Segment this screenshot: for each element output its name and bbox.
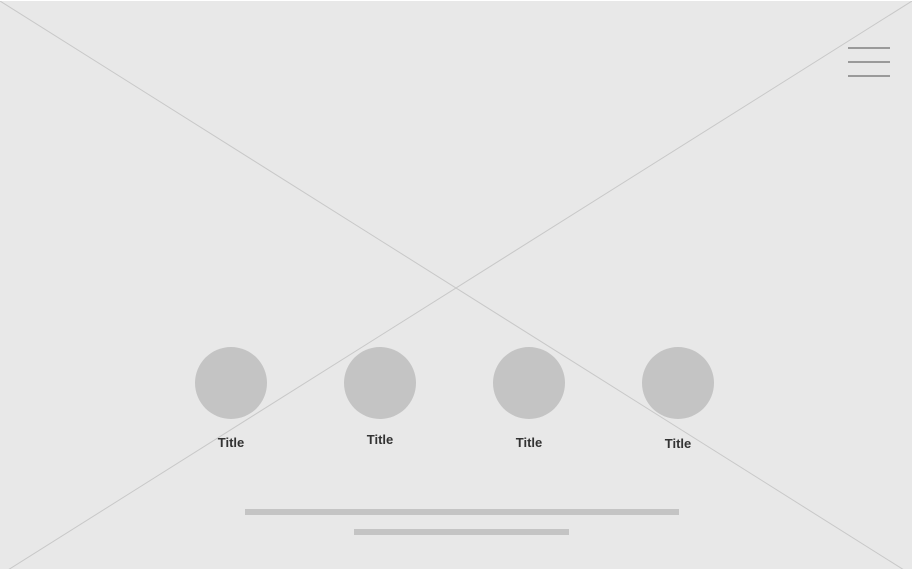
menu-bar-bottom [848, 75, 890, 77]
text-placeholder-line-short [354, 529, 569, 535]
menu-bar-middle [848, 61, 890, 63]
text-placeholder-line-long [245, 509, 679, 515]
feature-item-4[interactable]: Title [633, 347, 723, 451]
feature-item-title: Title [366, 432, 394, 447]
menu-bar-top [848, 47, 890, 49]
feature-item-1[interactable]: Title [186, 347, 276, 450]
feature-item-title: Title [217, 435, 245, 450]
circle-placeholder-icon [344, 347, 416, 419]
circle-placeholder-icon [642, 347, 714, 419]
circle-placeholder-icon [493, 347, 565, 419]
feature-item-3[interactable]: Title [484, 347, 574, 450]
hamburger-menu-icon[interactable] [848, 46, 890, 78]
circle-placeholder-icon [195, 347, 267, 419]
feature-item-2[interactable]: Title [335, 347, 425, 447]
feature-item-title: Title [515, 435, 543, 450]
feature-item-title: Title [664, 436, 692, 451]
